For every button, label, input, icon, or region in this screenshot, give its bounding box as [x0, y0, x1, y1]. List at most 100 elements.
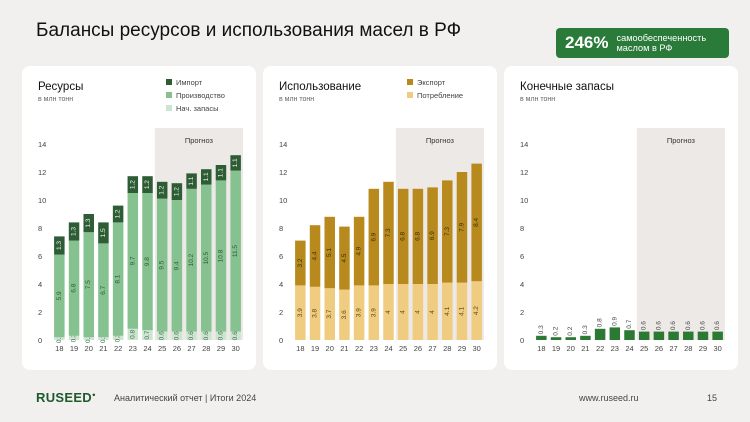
- y-tick-label: 12: [520, 168, 528, 177]
- badge-line-1: самообеспеченность: [616, 33, 707, 43]
- bar-segment: [230, 331, 241, 340]
- self-sufficiency-badge: 246% самообеспеченность маслом в РФ: [556, 28, 729, 58]
- bar-segment: [309, 286, 321, 340]
- bar-segment: [83, 214, 94, 233]
- bar-segment: [68, 335, 80, 340]
- data-label: 4.1: [458, 306, 465, 315]
- data-label: 0.2: [56, 334, 63, 343]
- x-tick-label: 26: [173, 344, 181, 353]
- data-label: 0.6: [217, 331, 224, 340]
- chart-subtitle: в млн тонн: [38, 96, 73, 103]
- bar-segment: [624, 330, 635, 340]
- bar-segment: [171, 331, 183, 340]
- bar-segment: [98, 243, 109, 338]
- bar-segment: [295, 240, 306, 286]
- badge-text: самообеспеченность маслом в РФ: [616, 33, 706, 53]
- bar-segment: [456, 282, 468, 340]
- data-label: 0.6: [655, 321, 662, 330]
- data-label: 0.6: [641, 321, 648, 330]
- data-label: 0.3: [538, 325, 545, 334]
- data-label: 4: [414, 310, 421, 314]
- data-label: 7.3: [444, 227, 451, 236]
- bar-segment: [112, 222, 124, 336]
- bar-segment: [83, 232, 94, 338]
- data-label: 10.8: [217, 249, 224, 262]
- y-tick-label: 12: [279, 168, 287, 177]
- x-tick-label: 22: [596, 344, 604, 353]
- bar-segment: [397, 284, 409, 340]
- bar-segment: [142, 176, 153, 193]
- y-tick-label: 2: [38, 308, 42, 317]
- data-label: 0.6: [699, 321, 706, 330]
- forecast-label: Прогноз: [426, 136, 455, 145]
- forecast-band: [395, 128, 484, 340]
- bar-segment: [412, 284, 424, 340]
- x-tick-label: 18: [55, 344, 63, 353]
- page-number: 15: [707, 393, 718, 403]
- data-label: 4: [429, 310, 436, 314]
- bar-segment: [397, 188, 409, 284]
- data-label: 7.3: [385, 228, 392, 237]
- bar-segment: [339, 226, 350, 290]
- bar-segment: [230, 170, 241, 332]
- data-label: 6.8: [71, 283, 78, 292]
- forecast-band: [636, 128, 725, 340]
- y-tick-label: 4: [520, 280, 524, 289]
- data-label: 9.5: [159, 260, 166, 269]
- y-tick-label: 10: [279, 196, 287, 205]
- data-label: 7.5: [85, 280, 92, 289]
- data-label: 1.3: [71, 227, 78, 236]
- data-label: 0.2: [100, 334, 107, 343]
- bar-segment: [383, 284, 394, 340]
- data-label: 0.6: [714, 321, 721, 330]
- data-label: 0.6: [670, 321, 677, 330]
- x-tick-label: 28: [202, 344, 210, 353]
- bar-segment: [230, 155, 241, 171]
- data-label: 0.9: [611, 317, 618, 326]
- x-tick-label: 20: [326, 344, 334, 353]
- data-label: 1.2: [159, 185, 166, 194]
- bar-segment: [142, 330, 153, 340]
- resources-chart: Ресурсы в млн тонн Импорт Производство Нач. …: [38, 78, 243, 353]
- data-label: 9.4: [173, 261, 180, 270]
- bar-segment: [456, 172, 468, 283]
- bar-segment: [156, 198, 168, 332]
- bar-segment: [471, 163, 482, 282]
- y-tick-label: 8: [38, 224, 42, 233]
- x-tick-label: 25: [158, 344, 166, 353]
- legend-swatch: [166, 92, 172, 98]
- data-label: 0.7: [626, 319, 633, 328]
- x-tick-label: 27: [187, 344, 195, 353]
- chart-title: Ресурсы: [38, 81, 83, 93]
- data-label: 6.9: [370, 232, 377, 241]
- x-tick-label: 20: [567, 344, 575, 353]
- data-label: 1.5: [100, 228, 107, 237]
- x-tick-label: 23: [370, 344, 378, 353]
- y-tick-label: 0: [38, 336, 42, 345]
- data-label: 1.1: [203, 172, 210, 181]
- data-label: 1.1: [217, 168, 224, 177]
- y-tick-label: 10: [520, 196, 528, 205]
- bar-segment: [580, 335, 591, 340]
- logo-text: RUSEED: [36, 390, 92, 405]
- bar-segment: [412, 188, 424, 284]
- bar-segment: [186, 188, 197, 332]
- registered-mark-icon: ●: [91, 392, 96, 399]
- legend-swatch: [407, 79, 413, 85]
- data-label: 1.2: [173, 187, 180, 196]
- x-tick-label: 28: [684, 344, 692, 353]
- bar-segment: [427, 284, 438, 340]
- data-label: 0.6: [685, 321, 692, 330]
- chart-subtitle: в млн тонн: [279, 96, 314, 103]
- y-tick-label: 2: [279, 308, 283, 317]
- x-tick-label: 25: [399, 344, 407, 353]
- data-label: 0.8: [129, 330, 136, 339]
- bar-segment: [186, 173, 197, 189]
- bar-segment: [171, 183, 183, 200]
- website-link[interactable]: www.ruseed.ru: [579, 393, 639, 403]
- x-tick-label: 19: [311, 344, 319, 353]
- bar-segment: [156, 181, 168, 199]
- data-label: 1.3: [85, 218, 92, 227]
- bar-segment: [112, 335, 124, 340]
- x-tick-label: 18: [537, 344, 545, 353]
